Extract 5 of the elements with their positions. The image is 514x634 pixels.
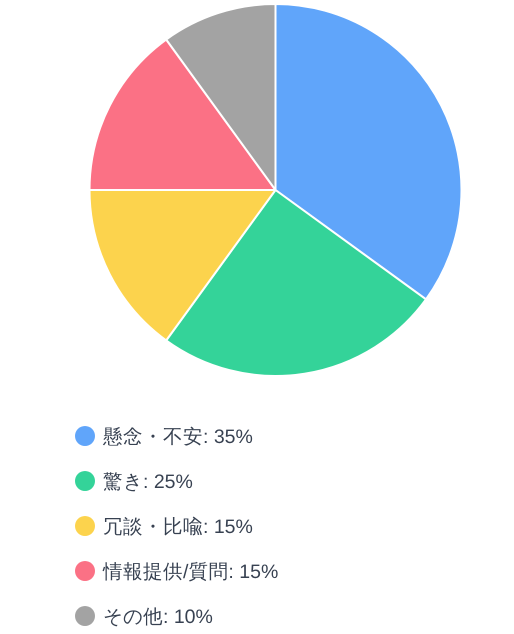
legend-label: 冗談・比喩: 15% (103, 516, 253, 538)
legend-label: 情報提供/質問: 15% (102, 561, 278, 583)
legend-label: 懸念・不安: 35% (102, 426, 253, 448)
legend-label: その他: 10% (103, 606, 213, 628)
legend-label: 驚き: 25% (103, 471, 193, 493)
